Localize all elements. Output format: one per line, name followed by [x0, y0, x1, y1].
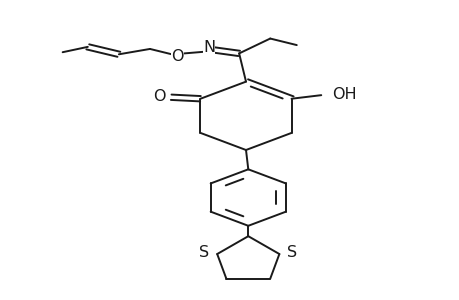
- Text: S: S: [199, 245, 209, 260]
- Text: N: N: [203, 40, 215, 55]
- Text: O: O: [171, 49, 183, 64]
- Text: OH: OH: [331, 87, 356, 102]
- Text: O: O: [153, 89, 165, 104]
- Text: S: S: [286, 245, 297, 260]
